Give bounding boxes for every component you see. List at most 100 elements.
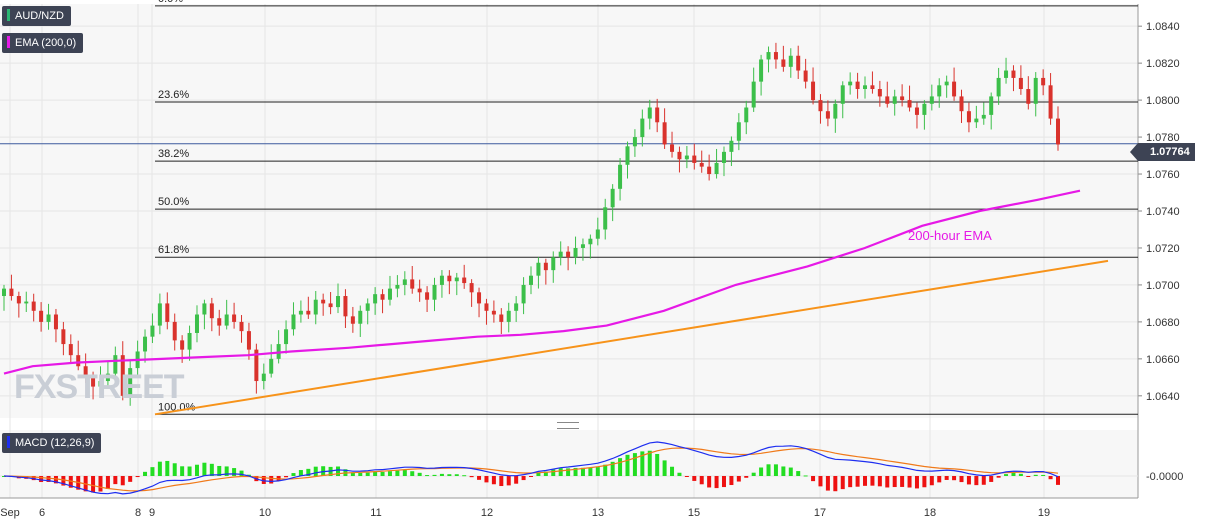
macd-histogram-bar bbox=[989, 476, 994, 482]
macd-histogram-bar bbox=[707, 476, 712, 488]
y-tick-label: 1.0700 bbox=[1146, 280, 1180, 292]
candle-body bbox=[707, 166, 712, 175]
macd-histogram-bar bbox=[692, 476, 697, 481]
macd-histogram-bar bbox=[447, 474, 452, 476]
macd-histogram-bar bbox=[402, 470, 407, 476]
macd-histogram-bar bbox=[417, 472, 422, 476]
macd-histogram-bar bbox=[469, 476, 474, 478]
macd-histogram-bar bbox=[98, 476, 103, 492]
candle-body bbox=[744, 107, 749, 123]
ema-swatch bbox=[7, 36, 10, 48]
resize-handle-icon[interactable] bbox=[557, 422, 579, 429]
x-tick-label: 19 bbox=[1038, 507, 1050, 519]
last-price-tag: 1.07764 bbox=[1130, 143, 1195, 161]
macd-histogram-bar bbox=[670, 466, 675, 476]
candle-body bbox=[870, 85, 875, 90]
candle-body bbox=[209, 303, 214, 319]
macd-histogram-bar bbox=[974, 476, 979, 486]
macd-histogram-bar bbox=[365, 472, 370, 476]
macd-histogram-bar bbox=[588, 467, 593, 476]
macd-histogram-bar bbox=[387, 471, 392, 476]
ema-200-line bbox=[3, 189, 1081, 375]
candle-body bbox=[120, 355, 125, 396]
macd-histogram-bar bbox=[840, 476, 845, 490]
macd-histogram-bar bbox=[543, 471, 548, 476]
macd-histogram-bar bbox=[46, 476, 51, 482]
candle-body bbox=[336, 296, 341, 308]
macd-histogram-bar bbox=[180, 466, 185, 476]
x-tick-label: 8 bbox=[135, 507, 141, 519]
x-tick-label: Sep bbox=[0, 507, 20, 519]
candle-body bbox=[506, 310, 511, 322]
candle-body bbox=[217, 318, 222, 326]
x-tick-label: 18 bbox=[924, 507, 936, 519]
support-trendline bbox=[154, 259, 1109, 416]
macd-histogram-bar bbox=[877, 476, 882, 487]
macd-histogram-bar bbox=[1011, 472, 1016, 476]
y-tick-label: 1.0760 bbox=[1146, 169, 1180, 181]
macd-histogram-bar bbox=[499, 476, 504, 487]
macd-histogram-bar bbox=[269, 476, 274, 484]
y-tick-label: 1.0780 bbox=[1146, 132, 1180, 144]
candle-body bbox=[387, 288, 392, 300]
macd-histogram-bar bbox=[284, 476, 289, 478]
macd-histogram-bar bbox=[714, 476, 719, 489]
candle-body bbox=[2, 288, 6, 297]
macd-histogram-bar bbox=[573, 467, 578, 476]
macd-histogram-bar bbox=[744, 476, 749, 478]
macd-histogram-bar bbox=[870, 476, 875, 486]
candle-body bbox=[959, 96, 964, 112]
candle-body bbox=[194, 314, 199, 333]
y-tick-label: 1.0640 bbox=[1146, 391, 1180, 403]
macd-histogram-bar bbox=[217, 465, 222, 476]
fib-level-label: 100.0% bbox=[158, 401, 196, 413]
macd-histogram-bar bbox=[811, 476, 816, 482]
macd-histogram-bar bbox=[350, 472, 355, 476]
candle-body bbox=[699, 162, 704, 167]
candle-body bbox=[781, 59, 786, 67]
candle-body bbox=[1033, 77, 1038, 104]
candle-body bbox=[105, 373, 110, 382]
candle-body bbox=[729, 140, 734, 152]
candle-body bbox=[321, 299, 326, 304]
macd-histogram-bar bbox=[655, 453, 660, 476]
candle-body bbox=[736, 122, 741, 141]
candle-body bbox=[83, 366, 88, 378]
candle-body bbox=[1048, 85, 1053, 119]
macd-histogram-bar bbox=[833, 476, 838, 492]
candle-body bbox=[484, 303, 489, 311]
macd-histogram-bar bbox=[773, 464, 778, 476]
macd-histogram-bar bbox=[914, 476, 919, 489]
macd-histogram-bar bbox=[647, 450, 652, 476]
macd-histogram-bar bbox=[937, 476, 942, 483]
candle-body bbox=[313, 299, 318, 315]
candle-body bbox=[914, 107, 919, 115]
candle-body bbox=[373, 294, 378, 304]
macd-histogram-bar bbox=[536, 472, 541, 476]
macd-histogram-bar bbox=[699, 476, 704, 485]
macd-histogram-bar bbox=[684, 476, 689, 477]
candle-body bbox=[974, 118, 979, 123]
candle-body bbox=[632, 137, 637, 147]
candle-body bbox=[937, 85, 942, 97]
x-tick-label: 9 bbox=[149, 507, 155, 519]
macd-histogram-bar bbox=[53, 476, 58, 484]
ema-annotation: 200-hour EMA bbox=[908, 228, 992, 243]
candle-body bbox=[877, 89, 882, 97]
macd-histogram-bar bbox=[425, 475, 430, 477]
candle-body bbox=[232, 314, 237, 322]
macd-histogram-bar bbox=[952, 476, 957, 481]
candle-body bbox=[944, 81, 949, 86]
macd-histogram-bar bbox=[120, 476, 125, 486]
candle-body bbox=[298, 310, 303, 315]
candle-body bbox=[491, 310, 496, 315]
macd-histogram-bar bbox=[766, 464, 771, 476]
macd-histogram-bar bbox=[477, 476, 482, 480]
candle-body bbox=[91, 377, 96, 387]
fib-level-label: 23.6% bbox=[158, 89, 189, 101]
y-tick-label: 1.0800 bbox=[1146, 95, 1180, 107]
candle-body bbox=[885, 96, 890, 104]
macd-histogram-bar bbox=[892, 476, 897, 488]
candle-body bbox=[640, 118, 645, 138]
macd-histogram-bar bbox=[595, 467, 600, 476]
